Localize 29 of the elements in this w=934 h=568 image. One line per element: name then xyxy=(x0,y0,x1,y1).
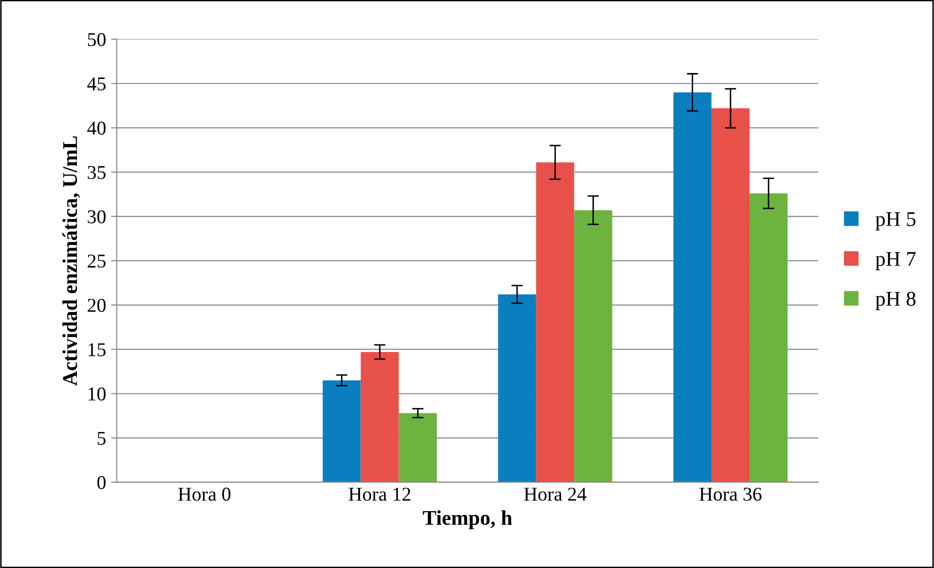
bar xyxy=(711,108,750,482)
y-tick-label: 0 xyxy=(97,476,106,490)
legend-label: pH 8 xyxy=(876,292,916,310)
y-tick-label: 25 xyxy=(88,254,106,268)
y-tick-label: 40 xyxy=(87,122,106,135)
x-tick-label: Hora 12 xyxy=(348,488,410,501)
y-tick-label: 10 xyxy=(88,387,106,401)
y-tick-label: 20 xyxy=(88,298,106,312)
bar xyxy=(673,92,712,482)
y-tick-label: 15 xyxy=(88,343,106,356)
bar xyxy=(750,193,788,482)
bar xyxy=(574,210,612,482)
x-tick-label: Hora 0 xyxy=(178,488,230,501)
y-tick-label: 35 xyxy=(88,166,106,180)
y-tick-label: 50 xyxy=(88,33,106,46)
y-tick-label: 5 xyxy=(98,432,106,445)
bar xyxy=(360,352,399,482)
bar xyxy=(322,380,361,482)
bar xyxy=(536,162,574,482)
legend-label: pH 5 xyxy=(876,212,916,230)
bar xyxy=(398,413,437,482)
bar xyxy=(498,294,536,482)
x-tick-label: Hora 36 xyxy=(699,488,762,501)
x-axis-title: Tiempo, h xyxy=(422,510,512,530)
y-tick-label: 45 xyxy=(87,77,106,90)
legend-label: pH 7 xyxy=(876,252,916,270)
x-tick-label: Hora 24 xyxy=(524,488,586,501)
y-axis-title: Actividad enzimática, U/mL xyxy=(62,136,80,386)
y-tick-label: 30 xyxy=(88,210,106,224)
